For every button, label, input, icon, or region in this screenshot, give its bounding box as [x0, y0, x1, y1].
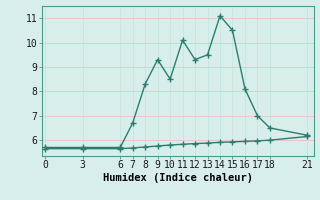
X-axis label: Humidex (Indice chaleur): Humidex (Indice chaleur) — [103, 173, 252, 183]
